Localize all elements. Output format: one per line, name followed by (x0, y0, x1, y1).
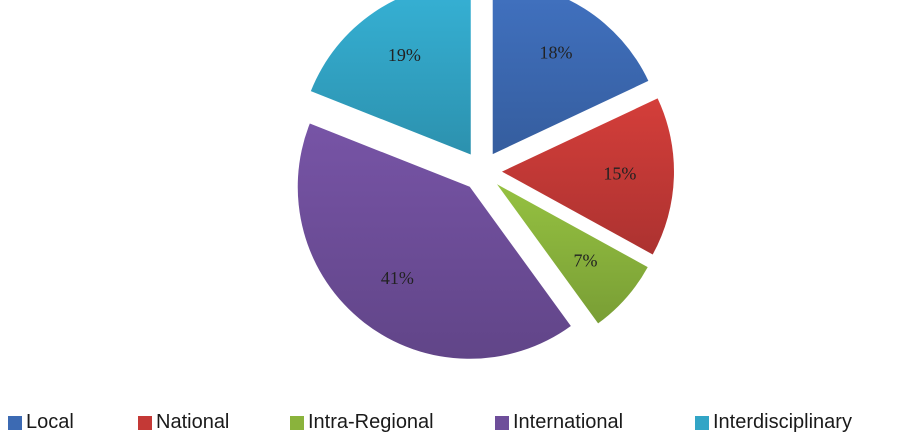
pie-slice-interdisciplinary (310, 0, 471, 155)
data-label-local: 18% (539, 43, 572, 63)
pie-data-labels: 18% 15% 7% 41% 19% (381, 43, 637, 289)
legend-swatch-international (495, 416, 509, 430)
legend-swatch-interdisciplinary (695, 416, 709, 430)
data-label-international: 41% (381, 268, 414, 288)
data-label-national: 15% (603, 163, 636, 183)
data-label-intra-regional: 7% (574, 250, 598, 270)
legend-swatch-local (8, 416, 22, 430)
chart-legend: Local National Intra-Regional Internatio… (0, 408, 904, 438)
pie-slices (297, 0, 674, 359)
data-label-interdisciplinary: 19% (388, 45, 421, 65)
legend-label-local: Local (26, 411, 74, 433)
pie-chart: 18% 15% 7% 41% 19% (297, 0, 674, 359)
legend-label-interdisciplinary: Interdisciplinary (713, 411, 852, 433)
legend-swatch-intra-regional (290, 416, 304, 430)
pie-slice-local (492, 0, 649, 155)
legend-label-national: National (156, 411, 230, 433)
pie-slice-intra-regional (497, 184, 648, 324)
legend-label-intra-regional: Intra-Regional (308, 411, 434, 433)
pie-slice-national (501, 98, 674, 255)
legend-swatch-national (138, 416, 152, 430)
pie-slice-international (297, 123, 571, 359)
legend-label-international: International (513, 411, 624, 433)
